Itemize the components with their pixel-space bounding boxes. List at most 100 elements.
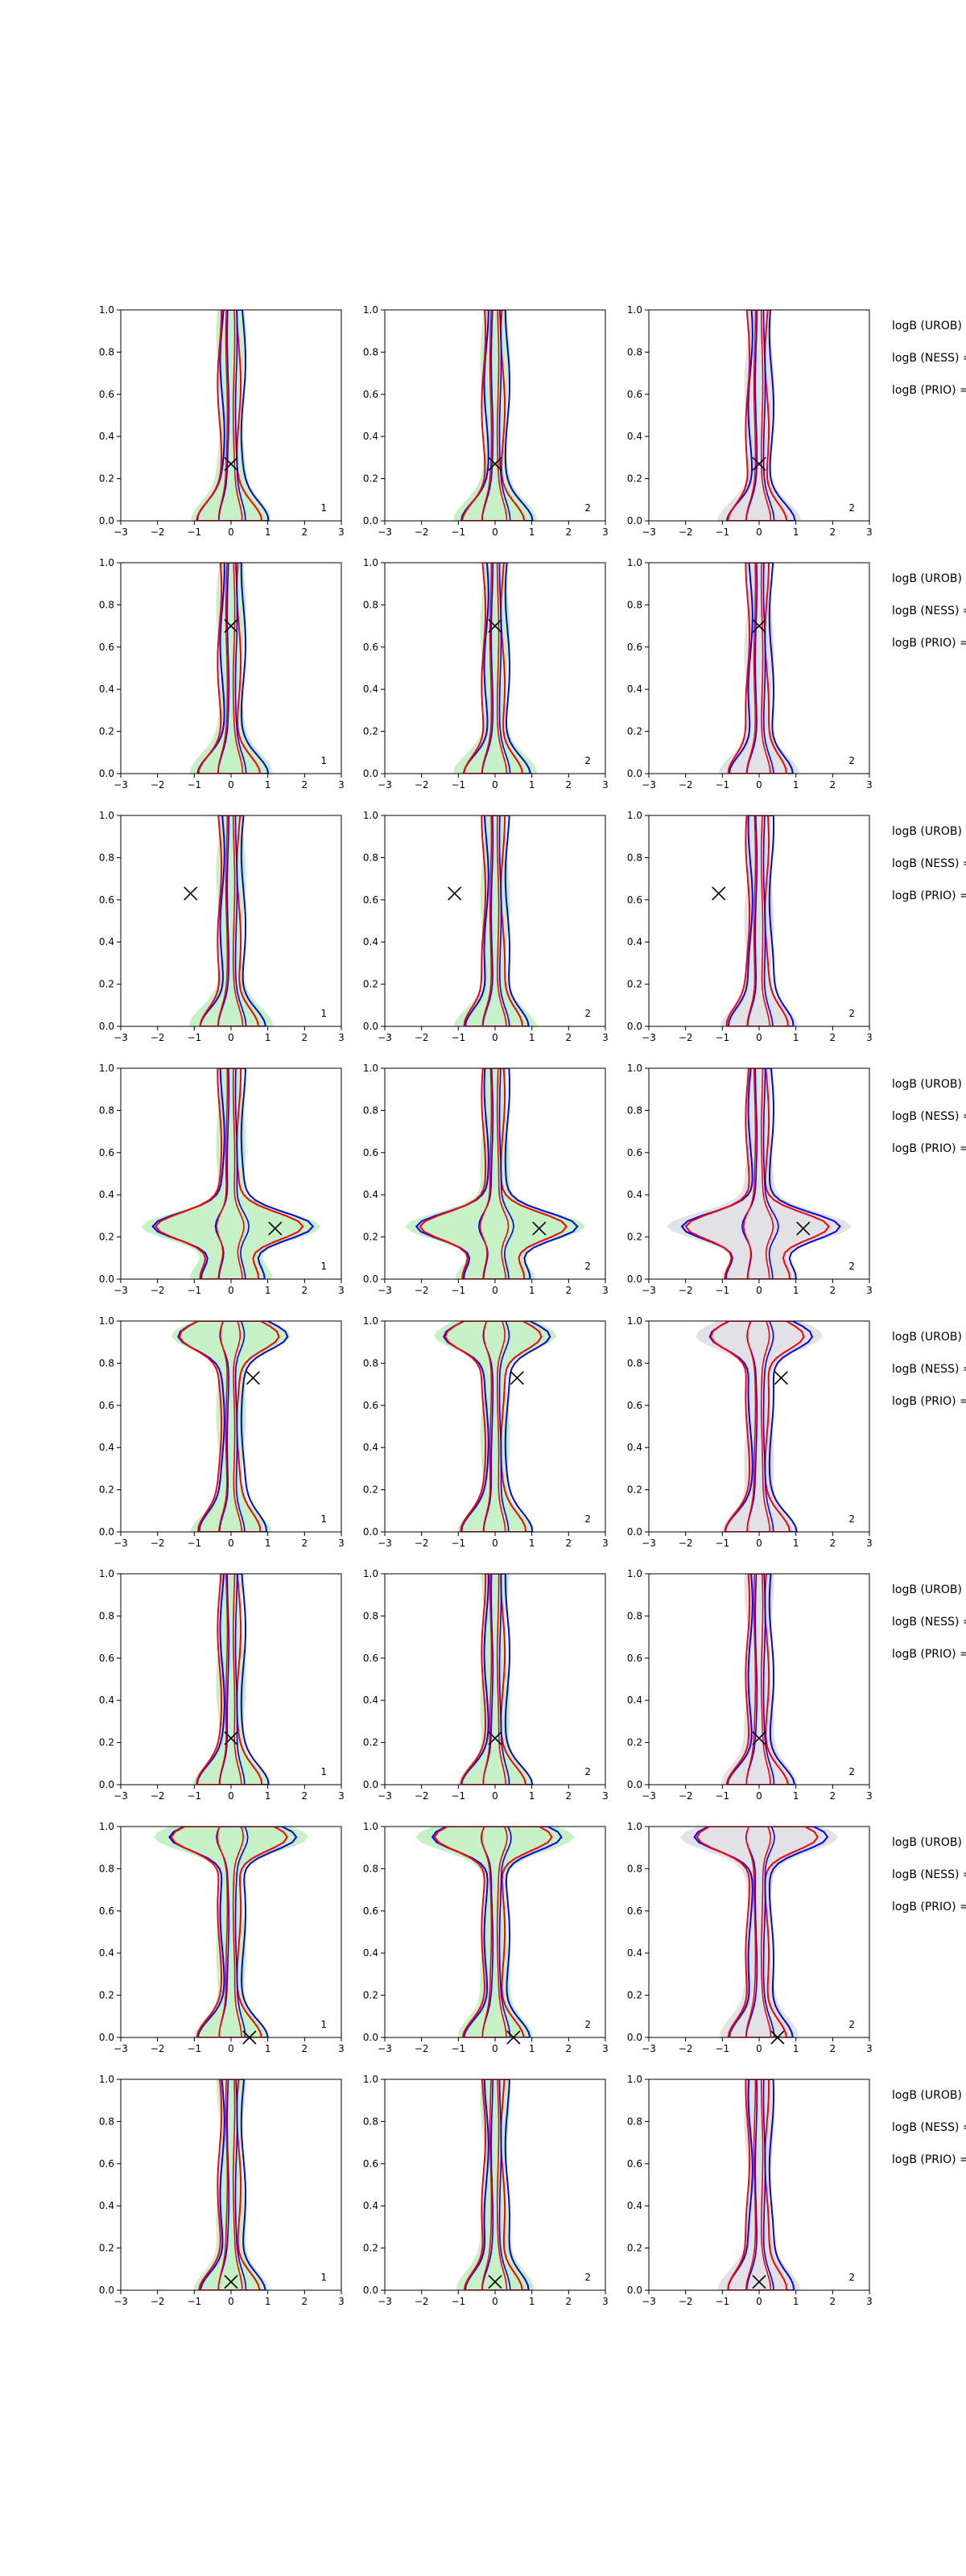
y-tick-label: 0.6 [363,894,378,906]
y-tick-label: 0.0 [627,2285,642,2296]
y-tick-label: 0.2 [363,1232,378,1243]
y-tick-label: 0.8 [363,852,378,863]
x-tick-label: 0 [492,1285,498,1296]
y-tick-label: 0.6 [627,1147,642,1158]
x-tick-label: 2 [566,1032,572,1043]
row-side-label: logB (NESS) = [892,857,966,870]
y-tick-label: 0.0 [363,515,378,526]
y-tick-label: 0.8 [363,1357,378,1368]
panel-plot-area [452,563,538,774]
y-tick-label: 1.0 [627,810,642,821]
x-tick-label: 2 [302,2296,308,2307]
contour-red-inner [217,563,244,774]
density-fill [456,2079,535,2290]
x-tick-label: 2 [302,1790,308,1802]
y-tick-label: 0.6 [363,1400,378,1411]
x-tick-label: −2 [415,1538,429,1549]
contour-blue-inner [745,563,774,774]
y-tick-label: 1.0 [627,1821,642,1832]
y-tick-label: 0.2 [627,1484,642,1496]
true-value-marker [224,1731,238,1745]
true-value-marker [752,456,766,471]
contour-blue-outer [725,310,796,521]
row-side-label: logB (PRIO) = [892,384,966,397]
row-side-label: logB (NESS) = [892,1110,966,1123]
row-side-label: logB (NESS) = [892,1616,966,1629]
panel-corner-label: 1 [320,2019,327,2030]
x-tick-label: −3 [114,2296,128,2307]
y-tick-label: 0.0 [363,1274,378,1285]
contour-red-inner [482,1321,506,1532]
x-tick-label: −2 [151,2296,165,2307]
density-fill [153,1827,309,2037]
row-side-label: logB (NESS) = [892,605,966,617]
x-tick-label: 0 [228,2296,234,2307]
x-tick-label: 3 [866,526,873,538]
contour-red-outer [696,1827,819,2037]
y-tick-label: 0.4 [627,431,642,442]
x-tick-label: −3 [114,1538,128,1549]
panel-r7-c3: −3 −2 −1 0 1 2 3 0.0 0.2 0.4 0.6 0.8 1.0 2 [627,1821,873,2054]
panel-r1-c3: −3 −2 −1 0 1 2 30.00.20.40.60.81.02 [627,304,873,538]
y-tick-label: 0.6 [99,1400,114,1411]
y-tick-label: 0.2 [363,1990,378,2001]
contour-blue-outer [708,1321,814,1532]
y-tick-label: 0.2 [363,726,378,737]
panel-plot-area [696,1321,823,1532]
panel-plot-area [456,2079,535,2290]
x-tick-label: 1 [793,1538,799,1549]
x-tick-label: 1 [793,1790,799,1802]
x-tick-label: −1 [451,779,465,791]
x-tick-label: −1 [715,2043,729,2054]
y-tick-label: 0.8 [99,1357,114,1368]
panel-r3-c2: −3 −2 −1 0 1 2 3 0.0 0.2 0.4 0.6 0.8 1.0 2 [363,810,609,1043]
y-tick-label: 0.6 [99,1147,114,1158]
x-tick-label: −1 [715,779,729,791]
x-tick-label: −2 [415,1790,429,1802]
y-tick-label: 0.8 [627,1863,642,1874]
y-tick-label: 0.8 [627,1104,642,1116]
true-value-marker [510,1371,524,1385]
x-tick-label: −3 [642,1538,656,1549]
x-tick-label: 0 [492,2043,498,2054]
x-tick-label: 0 [756,1790,762,1802]
panel-corner-label: 1 [320,755,327,766]
x-tick-label: −2 [679,2296,693,2307]
panel-r3-c1: −3 −2 −1 0 1 2 3 0.0 0.2 0.4 0.6 0.8 1.0 1 [99,810,345,1043]
y-tick-label: 0.0 [363,1526,378,1538]
y-tick-label: 0.8 [99,1104,114,1116]
y-tick-label: 0.8 [363,1104,378,1116]
true-value-marker [532,1221,547,1236]
contour-red-outer [463,815,524,1026]
y-tick-label: 1.0 [363,810,378,821]
y-tick-label: 0.4 [99,2200,114,2211]
y-tick-label: 0.2 [627,1990,642,2001]
contour-blue-outer [443,1321,551,1532]
y-tick-label: 0.6 [627,1400,642,1411]
x-tick-label: −1 [451,2296,465,2307]
y-tick-label: 0.8 [627,599,642,610]
panel-corner-label: 2 [584,2272,591,2283]
panel-corner-label: 2 [848,502,855,514]
x-tick-label: 3 [338,1790,345,1802]
panel-r4-c2: −3 −2 −1 0 1 2 3 0.0 0.2 0.4 0.6 0.8 1.0 2 [363,1063,609,1296]
row-side-label: logB (UROB) = [892,320,966,332]
panel-corner-label: 2 [848,2272,855,2283]
y-tick-label: 1.0 [363,1315,378,1327]
y-tick-label: 0.4 [363,2200,378,2211]
x-tick-label: −1 [451,526,465,538]
x-tick-label: 1 [265,2296,271,2307]
y-tick-label: 0.2 [99,726,114,737]
contour-blue-inner [482,1321,510,1532]
contour-red-outer [725,815,789,1026]
contour-blue-outer [460,310,534,521]
y-tick-label: 0.2 [363,1484,378,1496]
x-tick-label: −3 [114,779,128,791]
panel-corner-label: 1 [320,502,327,514]
y-tick-label: 0.6 [363,389,378,400]
x-tick-label: 3 [338,526,345,538]
y-tick-label: 0.4 [99,1442,114,1453]
true-value-marker [796,1221,811,1236]
y-tick-label: 0.8 [363,1610,378,1621]
x-tick-label: 1 [793,1032,799,1043]
